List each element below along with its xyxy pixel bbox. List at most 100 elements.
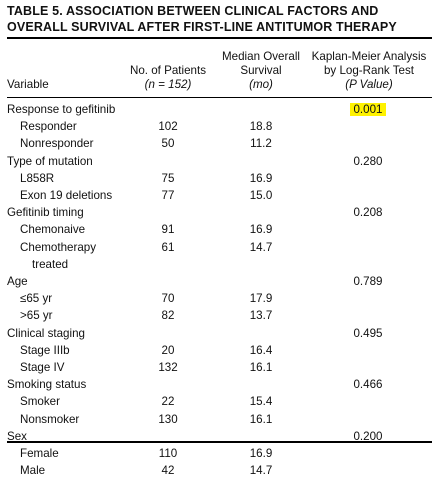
- patients-count: 110: [158, 447, 178, 460]
- table-row: Nonresponder 50 11.2: [0, 136, 437, 154]
- median-survival: 15.0: [249, 189, 273, 202]
- median-survival: 16.1: [249, 361, 273, 374]
- patients-count: 50: [161, 137, 175, 151]
- row-label: Chemotherapy: [20, 240, 97, 254]
- patients-count: 61: [161, 240, 175, 254]
- row-label: >65 yr: [20, 309, 53, 323]
- patients-count: 77: [161, 189, 175, 202]
- p-value-highlighted: 0.001: [350, 103, 386, 116]
- table-row: Exon 19 deletions 77 15.0: [0, 188, 437, 206]
- table-row: Responder 102 18.8: [0, 119, 437, 137]
- p-value: 0.001: [338, 103, 398, 116]
- p-value: 0.200: [338, 430, 398, 443]
- row-label: Female: [20, 447, 59, 460]
- table-title: TABLE 5. ASSOCIATION BETWEEN CLINICAL FA…: [7, 3, 432, 35]
- patients-count: 42: [161, 464, 175, 478]
- header-survival-line-2: Survival: [240, 64, 282, 77]
- row-label: Smoker: [20, 395, 60, 409]
- table-row: Nonsmoker 130 16.1: [0, 412, 437, 430]
- table-group-row: Response to gefitinib 0.001: [0, 102, 437, 120]
- patients-count: 70: [161, 292, 175, 306]
- header-km-line-2: by Log-Rank Test: [323, 64, 414, 77]
- header-variable: Variable: [7, 78, 49, 91]
- p-value: 0.789: [338, 275, 398, 288]
- patients-count: 75: [161, 171, 175, 185]
- row-label: Responder: [20, 120, 77, 134]
- row-label: Exon 19 deletions: [20, 189, 113, 202]
- table-group-row: Type of mutation 0.280: [0, 154, 437, 172]
- median-survival: 16.9: [249, 171, 273, 185]
- table-row: ≤65 yr 70 17.9: [0, 291, 437, 309]
- table-title-line-1: TABLE 5. ASSOCIATION BETWEEN CLINICAL FA…: [7, 4, 379, 18]
- patients-count: 102: [158, 120, 178, 134]
- median-survival: 16.1: [249, 412, 273, 426]
- median-survival: 14.7: [249, 240, 273, 254]
- row-label: L858R: [20, 171, 55, 185]
- table-row: Male 42 14.7: [0, 463, 437, 481]
- median-survival: 18.8: [249, 120, 273, 134]
- patients-count: 130: [158, 412, 178, 426]
- group-label: Response to gefitinib: [7, 103, 116, 116]
- table-row: Stage IIIb 20 16.4: [0, 343, 437, 361]
- header-survival: Median Overall Survival (mo): [214, 50, 308, 92]
- table-row: Stage IV 132 16.1: [0, 360, 437, 378]
- header-km-line-1: Kaplan-Meier Analysis: [311, 50, 427, 63]
- table-row: Female 110 16.9: [0, 446, 437, 464]
- group-label: Smoking status: [7, 378, 87, 392]
- p-value-text: 0.789: [353, 275, 383, 288]
- row-label: ≤65 yr: [20, 292, 53, 306]
- header-patients-line-1: No. of Patients: [129, 64, 207, 77]
- median-survival: 14.7: [249, 464, 273, 478]
- row-label-continuation: treated: [32, 257, 69, 271]
- header-patients: No. of Patients (n = 152): [112, 64, 224, 92]
- row-label: Nonsmoker: [20, 412, 80, 426]
- row-label: Male: [20, 464, 46, 478]
- table-group-row: Clinical staging 0.495: [0, 326, 437, 344]
- group-label: Sex: [7, 429, 27, 443]
- patients-count: 91: [161, 223, 175, 237]
- median-survival: 16.9: [249, 447, 273, 460]
- median-survival: 17.9: [249, 292, 273, 306]
- top-rule: [7, 37, 432, 39]
- p-value-text: 0.466: [353, 378, 383, 392]
- table-row: Chemonaive 91 16.9: [0, 222, 437, 240]
- row-label: Chemonaive: [20, 223, 86, 237]
- row-label: Nonresponder: [20, 137, 94, 151]
- table-group-row: Gefitinib timing 0.208: [0, 205, 437, 223]
- table-row: L858R 75 16.9: [0, 171, 437, 189]
- header-survival-line-1: Median Overall: [222, 50, 300, 63]
- patients-count: 20: [161, 343, 175, 357]
- row-label: Stage IV: [20, 361, 65, 374]
- group-label: Type of mutation: [7, 154, 93, 168]
- table-row: Smoker 22 15.4: [0, 394, 437, 412]
- group-label: Clinical staging: [7, 326, 85, 340]
- p-value-text: 0.208: [353, 206, 383, 220]
- table-title-line-2: OVERALL SURVIVAL AFTER FIRST-LINE ANTITU…: [7, 20, 397, 34]
- header-km: Kaplan-Meier Analysis by Log-Rank Test (…: [309, 50, 429, 92]
- median-survival: 11.2: [250, 137, 272, 151]
- median-survival: 16.4: [249, 343, 273, 357]
- table-row: Chemotherapy 61 14.7: [0, 240, 437, 258]
- table-row: >65 yr 82 13.7: [0, 308, 437, 326]
- patients-count: 82: [161, 309, 175, 323]
- median-survival: 13.7: [249, 309, 273, 323]
- header-km-line-3: (P Value): [345, 78, 393, 91]
- p-value: 0.280: [338, 155, 398, 168]
- table-group-row: Smoking status 0.466: [0, 377, 437, 395]
- median-survival: 15.4: [249, 395, 273, 409]
- p-value-text: 0.280: [353, 154, 383, 168]
- header-patients-line-2: (n = 152): [144, 78, 192, 91]
- table-group-row: Sex 0.200: [0, 429, 437, 447]
- group-label: Age: [7, 275, 28, 288]
- p-value: 0.495: [338, 327, 398, 340]
- p-value-text: 0.495: [353, 326, 383, 340]
- bottom-rule: [7, 441, 432, 443]
- patients-count: 132: [158, 361, 178, 374]
- header-survival-line-3: (mo): [249, 78, 273, 91]
- p-value: 0.208: [338, 206, 398, 219]
- header-rule: [7, 97, 432, 98]
- patients-count: 22: [161, 395, 175, 409]
- table-group-row: Age 0.789: [0, 274, 437, 292]
- p-value-text: 0.200: [353, 429, 383, 443]
- group-label: Gefitinib timing: [7, 206, 84, 220]
